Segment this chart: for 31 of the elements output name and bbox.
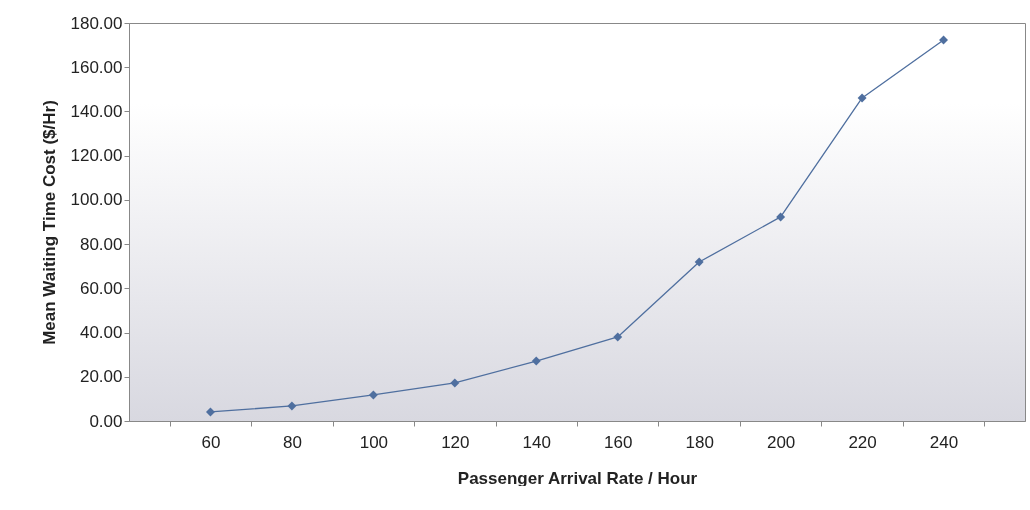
y-tick-label: 120.00 bbox=[70, 146, 123, 166]
point bbox=[205, 407, 215, 417]
y-axis-title: Mean Waiting Time Cost ($/Hr) bbox=[39, 100, 59, 345]
point bbox=[694, 257, 704, 267]
y-tick-label: 20.00 bbox=[79, 367, 123, 387]
point bbox=[857, 93, 867, 103]
y-tick-label: 80.00 bbox=[79, 234, 123, 254]
x-tick-label: 120 bbox=[441, 432, 470, 452]
y-tick-label: 100.00 bbox=[70, 190, 123, 210]
point bbox=[368, 390, 378, 400]
point bbox=[450, 378, 460, 388]
point bbox=[613, 332, 623, 342]
y-tick-label: 0.00 bbox=[89, 411, 123, 431]
y-tick-label: 40.00 bbox=[79, 323, 123, 343]
x-tick-label: 140 bbox=[522, 432, 551, 452]
x-tick-label: 180 bbox=[685, 432, 714, 452]
x-tick-label: 160 bbox=[604, 432, 633, 452]
x-tick-label: 220 bbox=[848, 432, 877, 452]
y-tick-label: 60.00 bbox=[79, 278, 123, 298]
y-tick-label: 140.00 bbox=[70, 101, 123, 121]
x-tick-label: 80 bbox=[282, 432, 302, 452]
x-tick-label: 100 bbox=[359, 432, 389, 452]
x-tick-label: 200 bbox=[766, 432, 796, 452]
point bbox=[287, 401, 297, 411]
x-tick-label: 240 bbox=[929, 432, 959, 452]
point bbox=[531, 356, 541, 366]
point bbox=[776, 212, 786, 222]
point bbox=[939, 35, 949, 45]
x-tick-label: 60 bbox=[201, 432, 221, 452]
y-tick-label: 160.00 bbox=[70, 57, 123, 77]
y-tick-label: 180.00 bbox=[70, 13, 123, 33]
